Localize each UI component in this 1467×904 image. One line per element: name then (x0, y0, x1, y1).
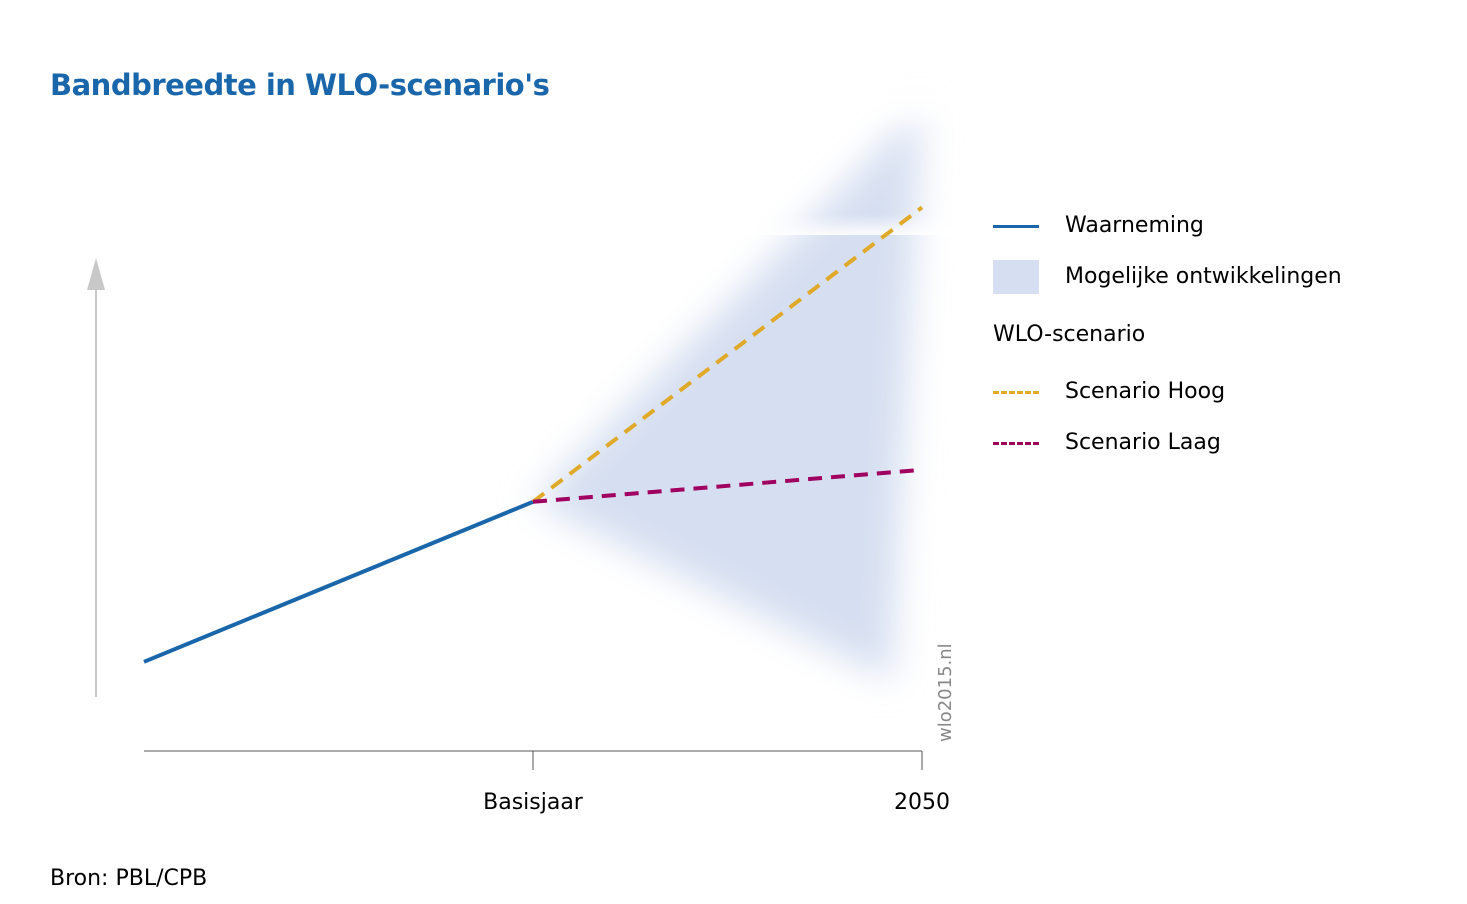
legend-label-observation: Waarneming (1065, 213, 1204, 238)
legend-label-high: Scenario Hoog (1065, 379, 1226, 404)
legend-swatch-observation (993, 209, 1041, 243)
band-fade (633, 95, 1022, 235)
legend-swatch-high (993, 375, 1041, 409)
watermark: wlo2015.nl (935, 643, 956, 742)
legend-label-band: Mogelijke ontwikkelingen (1065, 264, 1342, 289)
legend-heading: WLO-scenario (993, 321, 1146, 347)
legend-item-high: Scenario Hoog (993, 366, 1453, 417)
legend-label-low: Scenario Laag (1065, 430, 1221, 455)
x-tick-label-2: 2050 (894, 790, 950, 815)
tick-labels: Basisjaar 2050 (483, 790, 950, 815)
legend: Waarneming Mogelijke ontwikkelingen WLO-… (993, 200, 1453, 468)
legend-item-band: Mogelijke ontwikkelingen (993, 251, 1453, 302)
series-line-scenario-hoog (531, 205, 924, 504)
series-line-scenario-laag (532, 467, 923, 504)
legend-item-low: Scenario Laag (993, 417, 1453, 468)
legend-swatch-band (993, 259, 1041, 294)
band-area (533, 105, 922, 681)
series-group (143, 205, 924, 664)
band-group (533, 95, 1022, 681)
series-line-waarneming (143, 499, 534, 664)
source-note: Bron: PBL/CPB (50, 866, 208, 891)
axes (87, 258, 923, 770)
x-tick-label-1: Basisjaar (483, 790, 584, 815)
chart-title: Bandbreedte in WLO-scenario's (50, 68, 550, 102)
legend-item-observation: Waarneming (993, 200, 1453, 251)
legend-swatch-low (993, 426, 1041, 460)
y-axis-arrow (87, 258, 105, 290)
